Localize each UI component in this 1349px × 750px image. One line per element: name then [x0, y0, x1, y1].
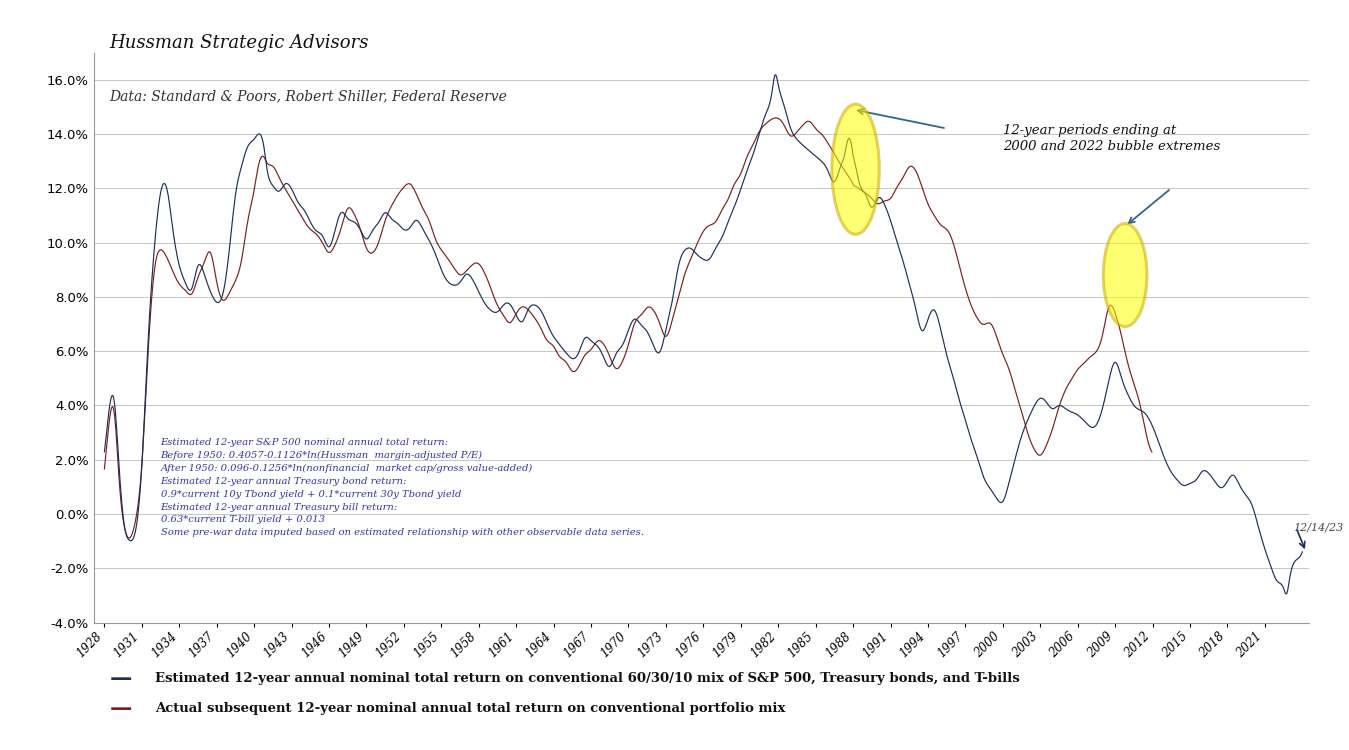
- Text: Actual subsequent 12-year nominal annual total return on conventional portfolio : Actual subsequent 12-year nominal annual…: [155, 702, 785, 715]
- Text: —: —: [111, 699, 132, 718]
- Text: 12-year periods ending at
2000 and 2022 bubble extremes: 12-year periods ending at 2000 and 2022 …: [1002, 124, 1219, 153]
- Text: Data: Standard & Poors, Robert Shiller, Federal Reserve: Data: Standard & Poors, Robert Shiller, …: [109, 89, 507, 104]
- Text: 12/14/23: 12/14/23: [1294, 523, 1344, 532]
- Ellipse shape: [832, 104, 880, 234]
- Text: Hussman Strategic Advisors: Hussman Strategic Advisors: [109, 34, 368, 53]
- Text: —: —: [111, 669, 132, 688]
- Ellipse shape: [1103, 224, 1147, 327]
- Text: Estimated 12-year annual nominal total return on conventional 60/30/10 mix of S&: Estimated 12-year annual nominal total r…: [155, 672, 1020, 686]
- Text: Estimated 12-year S&P 500 nominal annual total return:
Before 1950: 0.4057-0.112: Estimated 12-year S&P 500 nominal annual…: [161, 438, 643, 537]
